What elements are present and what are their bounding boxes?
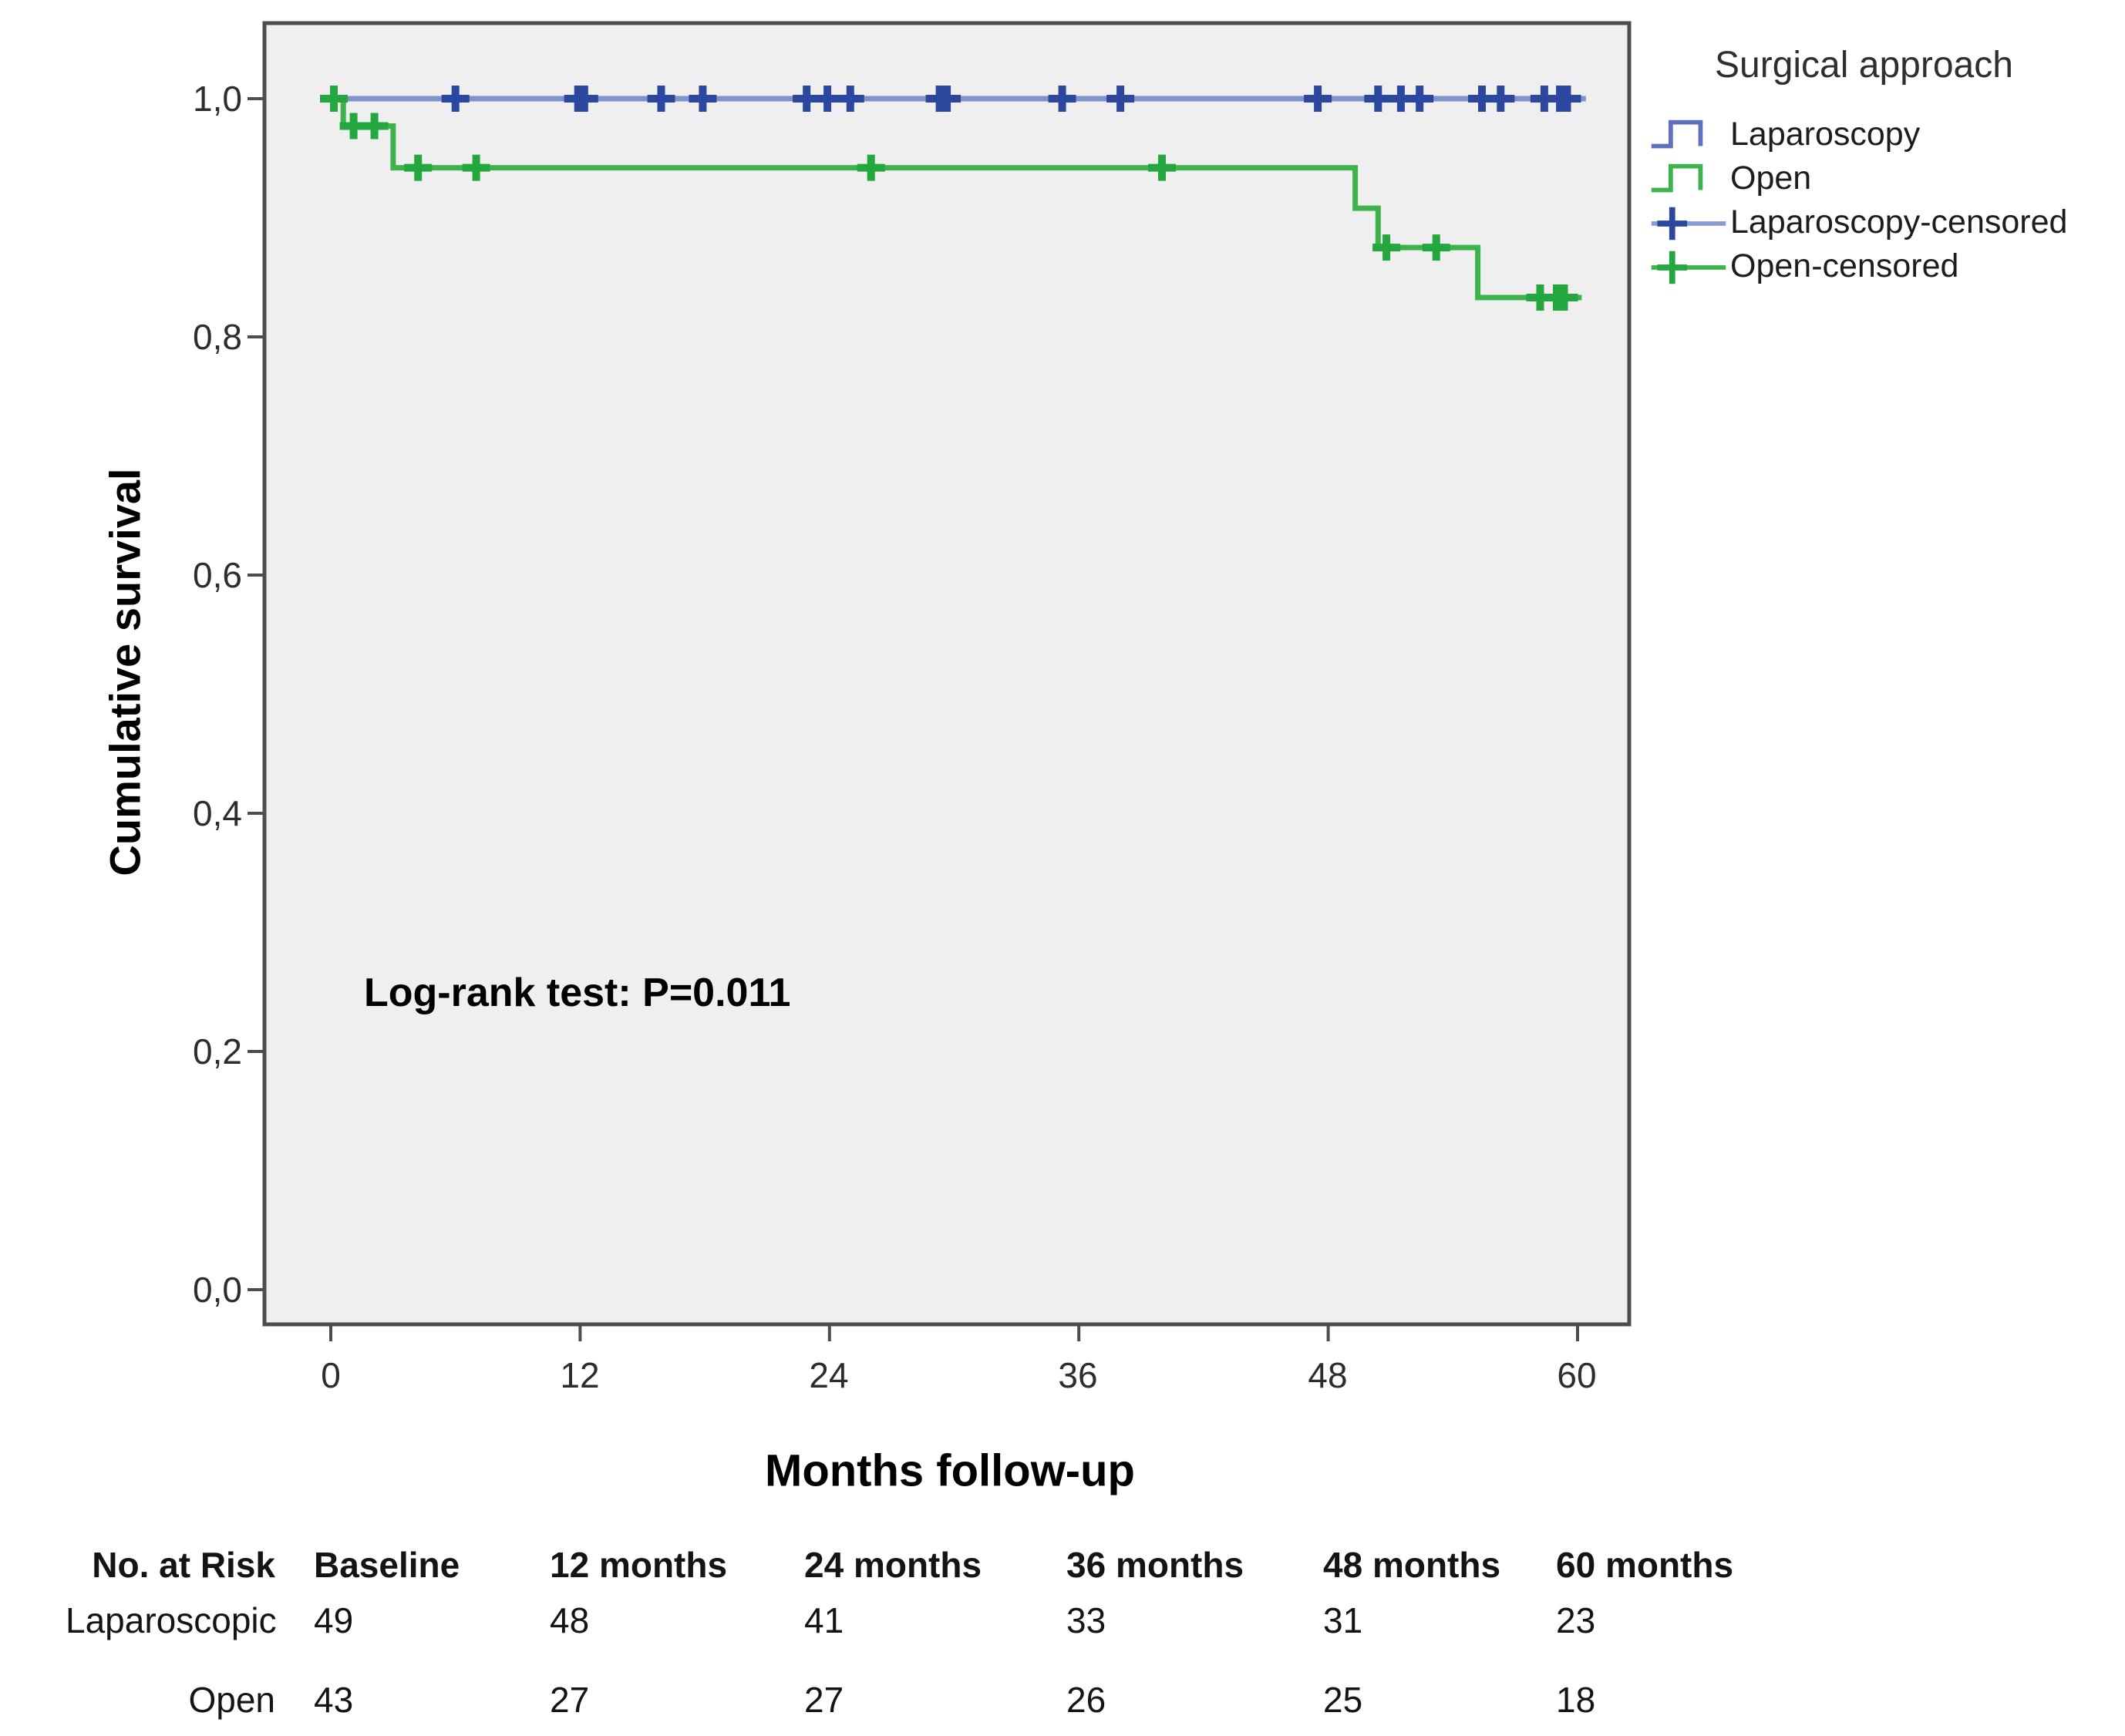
y-tick-label: 0,8 [193,317,242,357]
risk-cell: 33 [1066,1600,1106,1640]
risk-table-col-header: Baseline [314,1545,460,1585]
legend-label: Open-censored [1730,247,1959,284]
censored-mark-swatch-icon [1651,251,1726,284]
legend-title: Surgical approach [1715,45,2013,86]
y-tick-label: 0,6 [193,555,242,595]
survival-curve-open [331,96,1582,301]
risk-table-corner-header: No. at Risk [92,1545,275,1585]
legend-entry-laparoscopy-censored: Laparoscopy-censored [1648,200,2119,244]
risk-table-col-header: 24 months [804,1545,982,1585]
censored-mark-swatch-icon [1651,207,1726,240]
legend-label: Laparoscopy [1730,116,1921,153]
legend-entry-open: Open [1648,156,2119,200]
step-line-swatch-icon [1651,119,1703,148]
step-line-swatch-icon [1651,163,1703,192]
y-tick-label: 0,4 [193,793,242,833]
risk-table-col-header: 36 months [1066,1545,1244,1585]
risk-cell: 31 [1323,1600,1363,1640]
y-tick-label: 0,0 [193,1270,242,1310]
risk-cell: 41 [804,1600,844,1640]
risk-cell: 25 [1323,1680,1363,1720]
risk-table-col-header: 60 months [1556,1545,1734,1585]
legend-entry-laparoscopy: Laparoscopy [1648,113,2119,156]
x-tick-label: 48 [1308,1355,1348,1395]
risk-cell: 27 [550,1680,590,1720]
legend-entry-open-censored: Open-censored [1648,244,2119,288]
x-axis-title: Months follow-up [765,1445,1135,1496]
x-tick-label: 60 [1557,1355,1597,1395]
risk-cell: 27 [804,1680,844,1720]
risk-table-col-header: 12 months [550,1545,728,1585]
risk-cell: 49 [314,1600,354,1640]
risk-table-col-header: 48 months [1323,1545,1501,1585]
number-at-risk-table: No. at Risk Baseline 12 months 24 months… [66,1543,1931,1721]
x-tick-label: 12 [560,1355,600,1395]
log-rank-annotation: Log-rank test: P=0.011 [364,971,791,1015]
plot-area [262,21,1632,1327]
y-axis-title: Cumulative survival [100,468,150,876]
x-tick-label: 24 [809,1355,849,1395]
risk-row-label: Open [188,1680,275,1720]
risk-cell: 48 [550,1600,590,1640]
y-tick-label: 0,2 [193,1031,242,1072]
risk-cell: 43 [314,1680,354,1720]
legend-label: Open [1730,160,1812,197]
legend-label: Laparoscopy-censored [1730,204,2068,241]
risk-cell: 23 [1556,1600,1596,1640]
risk-row-label: Laparoscopic [66,1600,277,1640]
x-tick-label: 36 [1058,1355,1098,1395]
legend: Surgical approach Laparoscopy Open Lapar… [1648,43,2119,288]
x-tick-label: 0 [321,1355,341,1395]
risk-cell: 18 [1556,1680,1596,1720]
risk-cell: 26 [1066,1680,1106,1720]
y-tick-label: 1,0 [193,79,242,119]
